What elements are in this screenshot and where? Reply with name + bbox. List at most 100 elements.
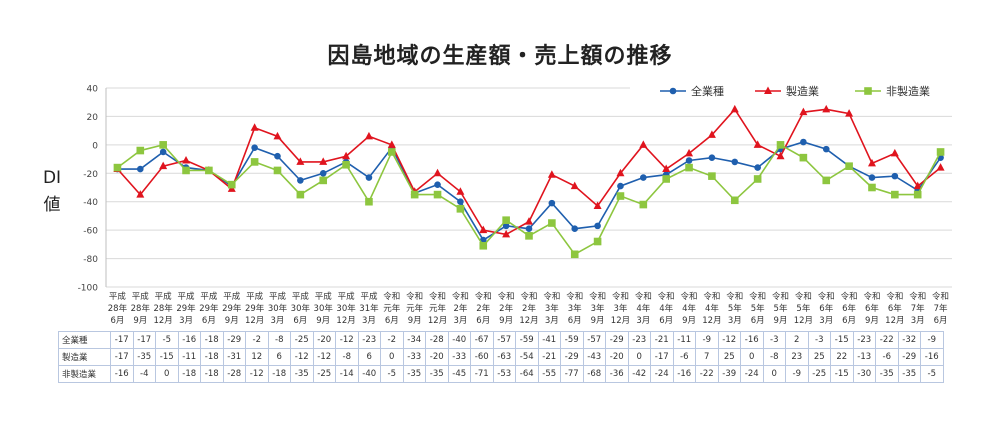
table-cell: -40 [447, 331, 471, 349]
data-point [342, 160, 350, 169]
x-tick-label: 6月 [293, 316, 307, 326]
x-tick-label: 2年 [453, 303, 467, 314]
table-cell: -23 [852, 331, 876, 349]
table-cell: -21 [650, 331, 674, 349]
table-cell: -11 [177, 348, 201, 366]
data-point [936, 148, 945, 156]
legend-label: 非製造業 [886, 84, 930, 98]
x-tick-label: 6月 [385, 316, 399, 326]
data-point [868, 174, 876, 181]
x-tick-label: 6年 [865, 303, 879, 314]
data-point [525, 232, 533, 240]
data-point [593, 201, 602, 209]
x-tick-label: 平成 [155, 291, 173, 302]
data-point [616, 192, 625, 200]
table-cell: -12 [717, 331, 741, 349]
data-point [594, 222, 601, 230]
table-cell: -25 [290, 331, 314, 349]
table-cell: -24 [740, 365, 764, 383]
table-cell: -2 [380, 331, 404, 349]
x-tick-label: 令和 [681, 291, 698, 302]
table-cell: -36 [605, 365, 629, 383]
table-cell: -68 [582, 365, 606, 383]
table-cell: -9 [920, 331, 944, 349]
x-tick-label: 平成 [338, 291, 356, 302]
table-cell: -4 [132, 365, 156, 383]
y-tick-label: 0 [92, 141, 98, 151]
data-point [868, 183, 876, 192]
table-cell: -12 [335, 331, 359, 349]
data-point [387, 140, 396, 148]
data-point [730, 104, 739, 113]
x-tick-label: 9月 [316, 316, 330, 326]
table-cell: -6 [672, 348, 696, 366]
table-cell: -20 [605, 348, 629, 366]
x-tick-label: 令和 [886, 291, 903, 302]
data-point [251, 144, 258, 151]
x-tick-label: 3年 [568, 303, 582, 314]
y-axis-ticks: 40 20 0 -20 -40 -60 -80 -100 [78, 85, 99, 294]
x-tick-label: 4年 [659, 303, 673, 314]
table-cell: -60 [470, 348, 494, 366]
x-tick-label: 令和 [841, 291, 858, 302]
table-cell: -57 [492, 331, 516, 349]
table-cell: -39 [717, 365, 741, 383]
table-cell: -23 [627, 331, 651, 349]
x-tick-label: 6月 [110, 316, 124, 326]
table-row-header: 製造業 [58, 348, 111, 366]
x-tick-label: 6月 [568, 316, 582, 326]
data-point [776, 141, 785, 149]
table-cell: -8 [267, 331, 291, 349]
x-tick-label: 令和 [543, 291, 560, 302]
data-point [708, 154, 716, 161]
data-point [250, 123, 259, 131]
x-tick-label: 4年 [705, 303, 719, 314]
x-tick-label: 2年 [522, 303, 536, 314]
data-point [570, 250, 579, 259]
x-tick-label: 9月 [682, 316, 696, 326]
data-point [707, 130, 716, 138]
table-cell: 25 [717, 348, 741, 366]
table-cell: -12 [290, 348, 314, 366]
table-cell: -2 [245, 331, 269, 349]
table-cell: -8 [762, 348, 786, 366]
data-point [182, 155, 191, 164]
table-cell: -16 [177, 331, 201, 349]
x-tick-label: 平成 [109, 291, 127, 302]
data-point [616, 168, 625, 177]
series-triangle [113, 104, 945, 238]
x-tick-label: 12月 [519, 316, 538, 326]
table-cell: -42 [627, 365, 651, 383]
table-cell: -23 [357, 331, 381, 349]
table-cell: -16 [110, 365, 134, 383]
data-point [891, 190, 899, 199]
table-cell: -16 [920, 348, 944, 366]
data-point [753, 140, 762, 148]
table-cell: -3 [762, 331, 786, 349]
data-point [136, 146, 145, 155]
x-tick-label: 30年 [291, 303, 311, 314]
x-tick-label: 9月 [865, 316, 879, 326]
data-point [617, 182, 624, 190]
data-point [479, 225, 488, 234]
x-tick-label: 6月 [659, 316, 673, 326]
legend-label: 全業種 [691, 84, 724, 98]
data-point [457, 198, 464, 206]
table-row: 非製造業 -16 -4 0 -18 -18 -28 -12 -18 -35 -25 -14 -40 -5-… [58, 365, 944, 383]
data-point [319, 169, 327, 177]
data-point [364, 131, 373, 140]
grid-lines [105, 87, 952, 288]
table-cell: -5 [155, 331, 179, 349]
table-cell: -29 [560, 348, 584, 366]
x-tick-label: 令和 [406, 291, 423, 302]
x-tick-label: 平成 [132, 291, 150, 302]
x-tick-label: 平成 [246, 291, 264, 302]
data-point [205, 166, 213, 175]
x-tick-label: 令和 [863, 291, 880, 302]
table-cell: -21 [537, 348, 561, 366]
x-tick-label: 元年 [406, 303, 424, 314]
table-cell: -17 [650, 348, 674, 366]
legend-marker [864, 87, 872, 95]
x-tick-label: 令和 [475, 291, 492, 302]
y-tick-label: -20 [83, 170, 98, 180]
